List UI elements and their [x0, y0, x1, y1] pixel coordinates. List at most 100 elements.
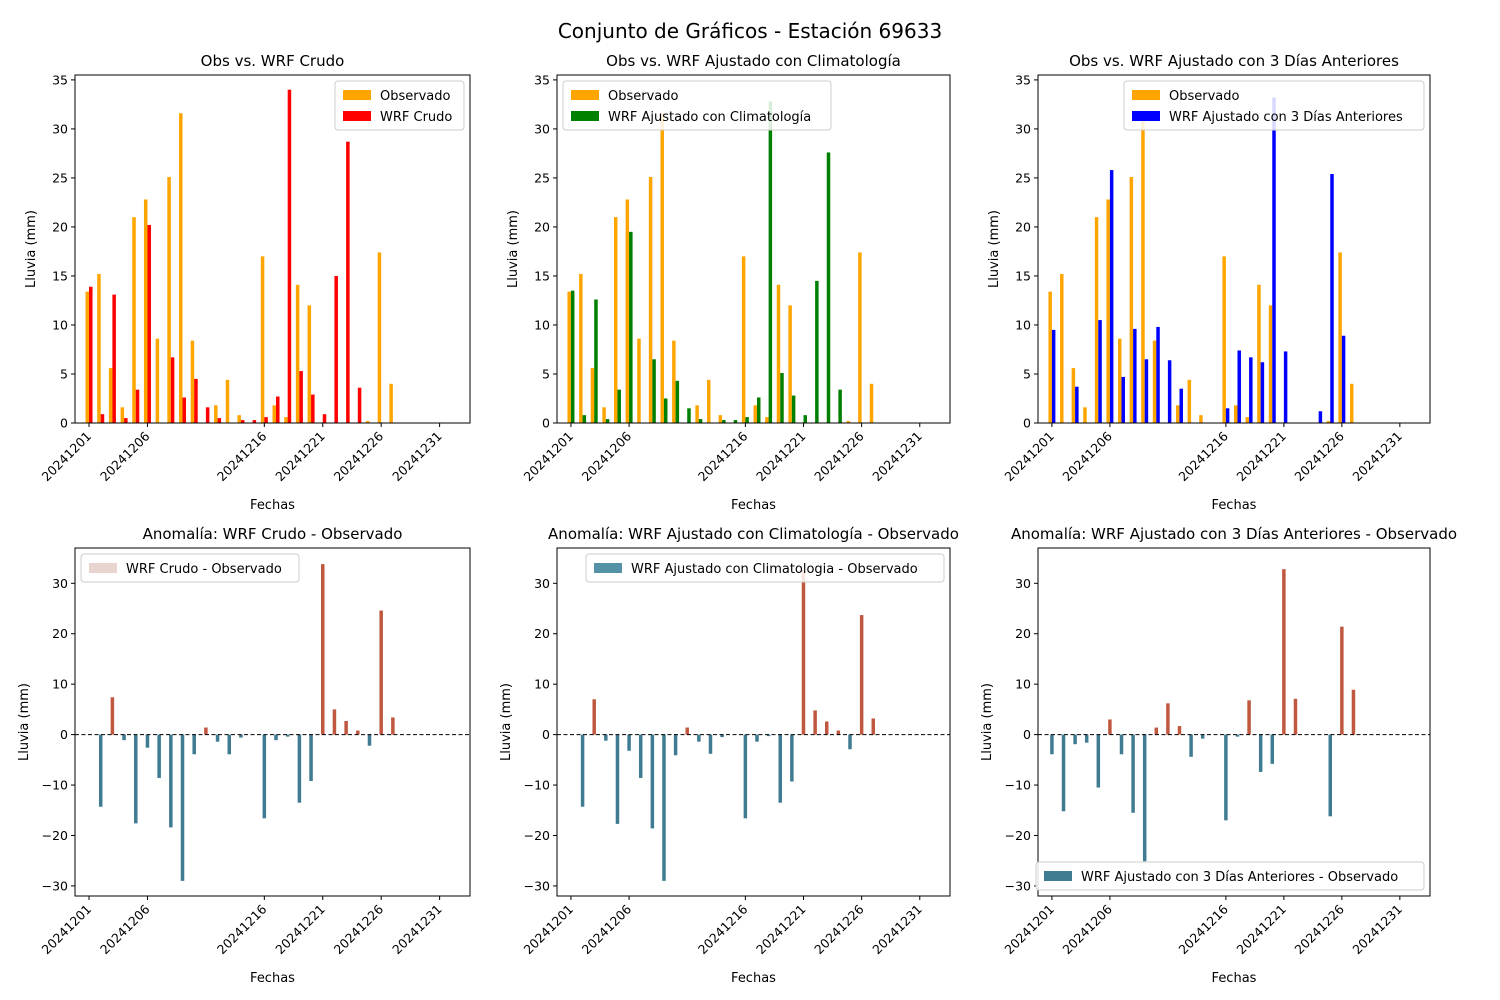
bar-observed-20241203	[108, 368, 113, 423]
bar-wrf-raw-20241212	[217, 418, 222, 423]
chart-panel-2: Obs vs. WRF Ajustado con Climatología 0 5 1…	[506, 52, 951, 513]
x-tick-label: 20241231	[389, 429, 445, 485]
bar-wrf-clim-20241219	[780, 373, 784, 423]
bar-wrf-clim-20241221	[803, 415, 807, 423]
bar-wrf-raw-20241208	[170, 357, 175, 423]
anomaly-bar-20241223	[825, 721, 829, 735]
bar-wrf-3days-20241207	[1121, 376, 1125, 423]
bar-observed-20241218	[1245, 417, 1250, 423]
bar-wrf-raw-20241216	[264, 417, 268, 423]
anomaly-bar-20241219	[778, 734, 782, 803]
legend-swatch	[1044, 871, 1072, 881]
bar-observed-20241218	[765, 417, 769, 423]
anomaly-bar-20241210	[673, 734, 678, 756]
y-tick-label: −10	[524, 778, 550, 793]
bar-wrf-3days-20241225	[1330, 174, 1334, 423]
bars	[1050, 569, 1356, 862]
bar-wrf-3days-20241217	[1237, 350, 1241, 423]
x-tick-label: 20241231	[1349, 902, 1405, 958]
anomaly-bar-20241210	[192, 734, 196, 755]
bar-observed-20241217	[753, 405, 757, 423]
bar-wrf-clim-20241206	[629, 231, 633, 423]
anomaly-bar-20241226	[379, 610, 383, 735]
y-tick-label: 15	[52, 268, 68, 283]
bar-wrf-3days-20241208	[1133, 328, 1137, 423]
bar-observed-20241227	[1349, 383, 1354, 423]
bar-observed-20241214	[1199, 415, 1203, 423]
y-tick-label: 0	[1023, 416, 1031, 431]
anomaly-bar-20241224	[836, 730, 841, 735]
bar-wrf-clim-20241205	[617, 389, 621, 423]
panel-title: Obs vs. WRF Crudo	[201, 52, 345, 70]
bar-wrf-raw-20241224	[357, 387, 362, 423]
bar-wrf-raw-20241204	[124, 418, 128, 423]
y-tick-label: 30	[52, 576, 68, 591]
chart-panel-5: Anomalía: WRF Ajustado con Climatología …	[499, 525, 959, 986]
y-tick-label: −10	[42, 778, 68, 793]
legend-swatch	[594, 563, 622, 573]
bar-wrf-raw-20241209	[182, 397, 187, 423]
bar-observed-20241218	[284, 417, 288, 423]
panel-title: Anomalía: WRF Ajustado con Climatología …	[548, 525, 959, 543]
bar-wrf-raw-20241219	[299, 371, 303, 423]
bar-wrf-3days-20241226	[1341, 335, 1346, 423]
bar-observed-20241202	[97, 274, 101, 423]
x-tick-label: 20241221	[753, 902, 809, 958]
y-tick-label: 20	[52, 219, 68, 234]
bar-wrf-clim-20241218	[768, 101, 773, 423]
anomaly-bar-20241202	[98, 734, 103, 807]
bar-observed-20241202	[579, 274, 583, 423]
bar-wrf-3days-20241220	[1272, 97, 1276, 424]
bar-wrf-clim-20241208	[652, 359, 656, 423]
anomaly-bar-20241204	[1084, 734, 1089, 743]
anomaly-bar-20241222	[1293, 698, 1298, 735]
bar-wrf-clim-20241210	[675, 380, 680, 423]
bar-wrf-raw-20241214	[240, 420, 245, 423]
legend-label: WRF Crudo - Observado	[126, 562, 282, 577]
anomaly-bar-20241221	[321, 564, 325, 735]
anomaly-bar-20241212	[215, 734, 220, 742]
x-tick-label: 20241216	[214, 428, 270, 484]
bar-observed-20241203	[1071, 368, 1076, 423]
anomaly-bar-20241227	[1351, 689, 1356, 735]
bar-wrf-clim-20241223	[826, 152, 831, 423]
bar-observed-20241207	[1118, 338, 1122, 423]
bar-observed-20241219	[1257, 284, 1261, 423]
anomaly-bar-20241209	[180, 734, 185, 881]
bar-observed-20241217	[272, 405, 277, 423]
legend-swatch	[571, 111, 599, 121]
chart-panel-4: Anomalía: WRF Crudo - Observado −30 −20 −10…	[17, 525, 471, 986]
bar-observed-20241219	[776, 284, 781, 423]
y-tick-label: 25	[1015, 170, 1031, 185]
bar-wrf-raw-20241221	[322, 414, 327, 423]
y-tick-label: 30	[1015, 121, 1031, 136]
bar-wrf-3days-20241212	[1179, 388, 1183, 423]
bar-observed-20241225	[846, 421, 851, 423]
anomaly-bar-20241208	[169, 734, 173, 828]
anomaly-bar-20241209	[1142, 734, 1147, 862]
bar-observed-20241201	[567, 291, 571, 423]
bar-wrf-3days-20241221	[1283, 351, 1288, 423]
x-tick-label: 20241221	[272, 429, 328, 485]
anomaly-bar-20241204	[122, 734, 126, 741]
plot-frame	[556, 547, 951, 897]
y-tick-label: 5	[542, 366, 550, 381]
anomaly-bar-20241222	[332, 709, 337, 735]
bar-wrf-raw-20241218	[287, 89, 292, 423]
bar-wrf-3days-20241201	[1051, 329, 1056, 423]
x-tick-label: 20241216	[214, 901, 270, 957]
x-tick-label: 20241206	[1059, 428, 1115, 484]
bar-wrf-clim-20241214	[722, 420, 726, 423]
legend-swatch	[1132, 90, 1160, 100]
anomaly-bar-20241220	[1270, 734, 1275, 764]
y-tick-label: −20	[42, 828, 68, 843]
y-tick-label: −20	[524, 828, 550, 843]
legend: Observado WRF Ajustado con 3 Días Anterio…	[1123, 80, 1425, 131]
bar-wrf-3days-20241224	[1318, 411, 1323, 423]
anomaly-bar-20241211	[204, 727, 208, 735]
bar-observed-20241212	[214, 405, 218, 423]
bar-wrf-clim-20241224	[838, 389, 842, 423]
bar-wrf-clim-20241215	[733, 420, 738, 423]
